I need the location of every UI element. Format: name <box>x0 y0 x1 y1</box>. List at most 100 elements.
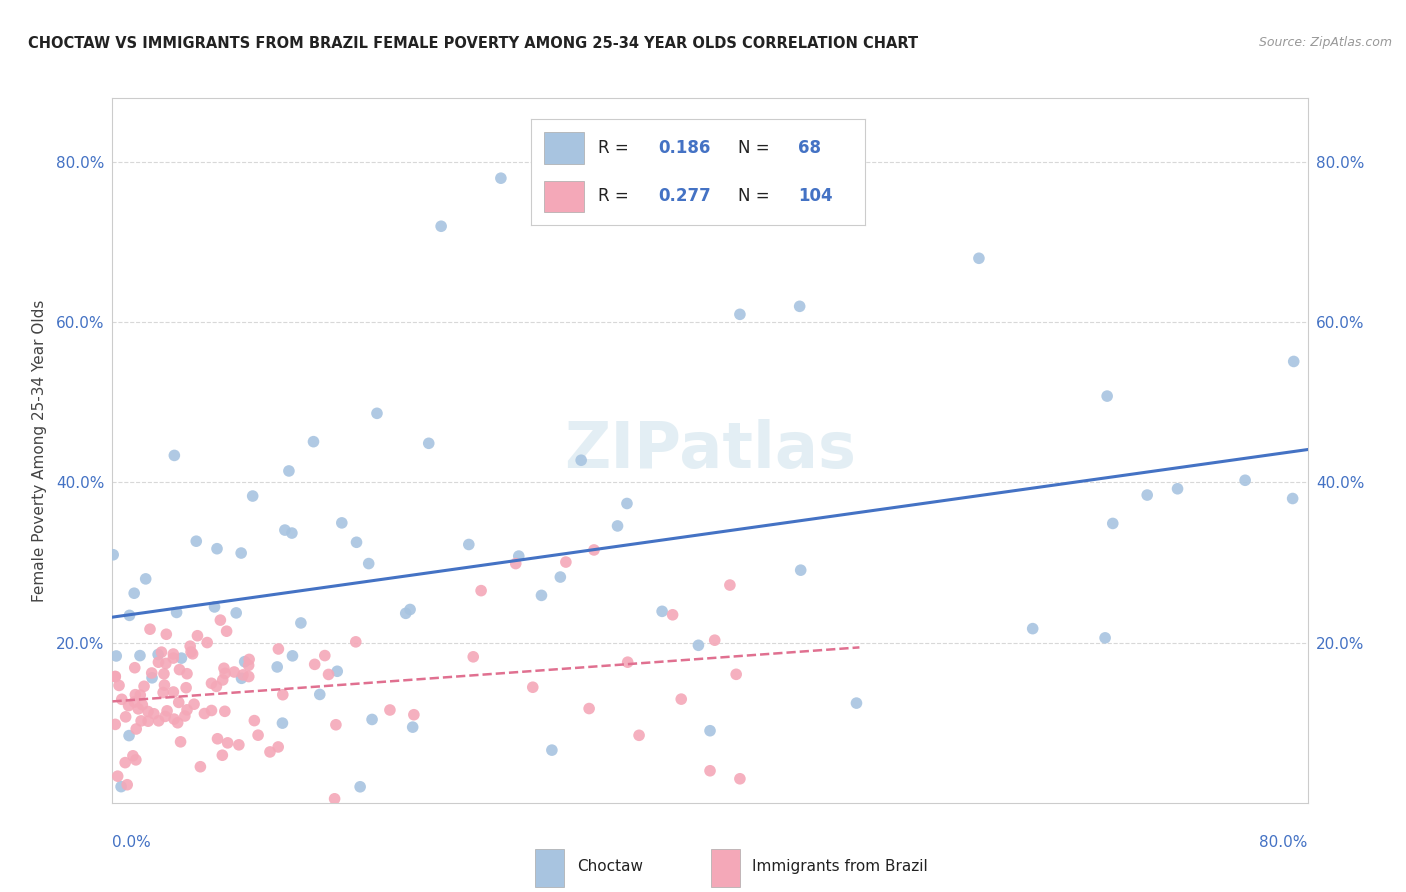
Point <box>105 648 128 663</box>
Point <box>231 671 253 685</box>
Point <box>118 729 141 743</box>
Point <box>104 670 127 684</box>
Point <box>186 534 208 549</box>
Point <box>789 563 811 577</box>
Point <box>110 780 132 794</box>
Point <box>671 692 693 706</box>
Text: 0.0%: 0.0% <box>112 836 152 850</box>
Point <box>107 769 129 783</box>
Point <box>148 655 170 669</box>
Text: ZIPatlas: ZIPatlas <box>564 419 856 482</box>
Point <box>247 728 270 742</box>
Point <box>211 748 233 763</box>
Point <box>290 615 312 630</box>
Point <box>166 715 188 730</box>
Point <box>582 543 605 558</box>
Point <box>845 696 868 710</box>
Point <box>238 658 260 673</box>
Point <box>131 698 153 712</box>
Point <box>139 622 162 636</box>
Point <box>211 673 233 687</box>
Point <box>148 714 170 728</box>
Point <box>153 666 176 681</box>
Point <box>399 602 422 616</box>
Point <box>578 701 600 715</box>
Point <box>146 648 169 662</box>
Point <box>136 714 159 729</box>
Point <box>699 723 721 738</box>
Point <box>541 743 564 757</box>
Point <box>103 548 125 562</box>
Point <box>162 651 184 665</box>
Point <box>238 652 260 666</box>
Point <box>195 635 218 649</box>
Point <box>259 745 281 759</box>
Point <box>346 535 368 549</box>
Point <box>122 586 145 600</box>
Point <box>1101 516 1123 531</box>
Point <box>550 570 572 584</box>
Point <box>153 709 176 723</box>
Point <box>323 792 346 806</box>
Point <box>238 669 260 683</box>
Point <box>1095 389 1118 403</box>
Point <box>224 665 246 679</box>
Point <box>281 526 304 541</box>
Point <box>212 661 235 675</box>
Point <box>967 252 990 266</box>
Point <box>302 434 325 449</box>
Point <box>170 651 193 665</box>
Point <box>1136 488 1159 502</box>
Point <box>125 753 148 767</box>
Point <box>225 606 247 620</box>
Point <box>193 706 215 721</box>
Point <box>554 555 576 569</box>
Point <box>215 624 238 639</box>
Point <box>457 537 479 551</box>
Point <box>430 219 453 234</box>
Point <box>271 716 294 731</box>
Point <box>155 627 177 641</box>
Y-axis label: Female Poverty Among 25-34 Year Olds: Female Poverty Among 25-34 Year Olds <box>32 300 48 601</box>
Point <box>142 706 165 721</box>
Point <box>277 464 299 478</box>
Point <box>135 572 157 586</box>
Point <box>115 778 138 792</box>
Point <box>174 681 197 695</box>
Point <box>183 697 205 711</box>
Point <box>304 657 326 672</box>
Point <box>114 756 136 770</box>
Point <box>200 704 222 718</box>
Point <box>117 698 139 713</box>
Point <box>127 702 149 716</box>
Point <box>166 606 188 620</box>
Point <box>344 635 367 649</box>
Point <box>361 713 384 727</box>
Point <box>108 678 131 692</box>
Point <box>508 549 530 563</box>
Point <box>318 667 340 681</box>
Point <box>129 714 152 728</box>
Point <box>162 647 184 661</box>
Point <box>357 557 380 571</box>
Point <box>180 645 202 659</box>
Point <box>153 678 176 692</box>
Point <box>205 679 228 693</box>
Point <box>281 648 304 663</box>
Point <box>651 604 673 618</box>
Point <box>314 648 336 663</box>
Point <box>205 541 228 556</box>
Point <box>179 639 201 653</box>
Point <box>378 703 401 717</box>
Point <box>470 583 492 598</box>
Point <box>789 299 811 313</box>
Point <box>122 748 145 763</box>
Text: 80.0%: 80.0% <box>1260 836 1308 850</box>
Point <box>104 717 127 731</box>
Point <box>569 453 592 467</box>
Point <box>150 645 173 659</box>
Point <box>505 557 527 571</box>
Text: Source: ZipAtlas.com: Source: ZipAtlas.com <box>1258 36 1392 49</box>
Point <box>418 436 440 450</box>
Point <box>728 772 751 786</box>
